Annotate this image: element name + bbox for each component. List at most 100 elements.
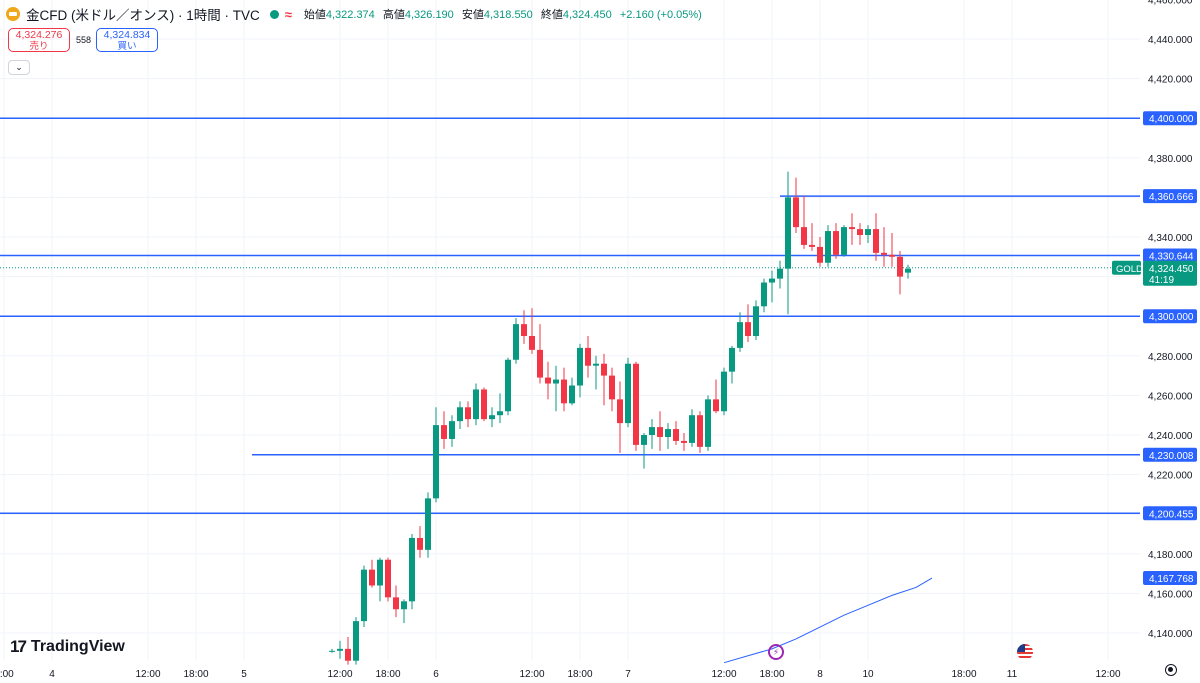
candle-body: [641, 435, 647, 445]
candle: [681, 433, 687, 451]
time-axis: 8:00 4 12:00 18:00 5 12:00 18:00 6 12:00 18:00 7 12…: [0, 669, 1121, 680]
candle-body: [673, 429, 679, 441]
time-tick-label: 12:00: [519, 669, 544, 680]
candle: [329, 648, 335, 653]
tradingview-logo[interactable]: 17 TradingView: [10, 637, 125, 657]
candle: [865, 225, 871, 243]
candle: [521, 310, 527, 344]
candle-body: [585, 347, 591, 366]
level-price-tag-text: 4,200.455: [1149, 509, 1194, 520]
candle-body: [801, 227, 807, 245]
candle: [809, 223, 815, 251]
candle: [353, 617, 359, 665]
candle-body: [665, 429, 671, 437]
candle: [385, 557, 391, 602]
candle: [737, 312, 743, 352]
level-price-tag: 4,330.644: [1143, 248, 1197, 263]
price-tick-label: 4,280.000: [1148, 352, 1193, 363]
candle-body: [409, 537, 415, 602]
candle: [465, 401, 471, 428]
chart-grid: [0, 0, 1140, 660]
level-price-tag-text: 4,300.000: [1149, 312, 1194, 323]
level-price-tag-bg: [1143, 447, 1197, 462]
candle: [849, 213, 855, 245]
level-price-tag: 4,200.455: [1143, 506, 1197, 521]
level-price-tag-bg: [1143, 309, 1197, 324]
candle-body: [817, 246, 823, 263]
candle-body: [745, 322, 751, 336]
time-tick-label: 12:00: [711, 669, 736, 680]
candle: [657, 411, 663, 451]
horizontal-levels: [0, 117, 1140, 515]
wave-icon: ≈: [284, 6, 292, 22]
ma-price-tag-text: 4,167.768: [1149, 574, 1194, 585]
price-tick-label: 4,180.000: [1148, 550, 1193, 561]
time-tick-label: 18:00: [759, 669, 784, 680]
candle: [513, 318, 519, 364]
price-tick-label: 4,220.000: [1148, 471, 1193, 482]
candle: [345, 636, 351, 665]
candle: [625, 357, 631, 428]
chart-legend: 金CFD (米ドル／オンス) · 1時間 · TVC ≈ 始値4,322.374…: [6, 4, 702, 24]
level-price-tag: 4,360.666: [1143, 189, 1197, 204]
countdown-text: 41:19: [1149, 275, 1174, 286]
level-price-tag-text: 4,330.644: [1149, 252, 1194, 263]
time-tick-label: 8: [817, 669, 823, 680]
lightning-event-icon[interactable]: ⚡: [768, 644, 784, 660]
sell-button[interactable]: 4,324.276 売り: [8, 28, 70, 52]
candle-body: [401, 601, 407, 610]
symbol-tag-bg: [1112, 260, 1141, 275]
symbol-title[interactable]: 金CFD (米ドル／オンス) · 1時間 · TVC: [26, 8, 260, 23]
candle: [857, 223, 863, 245]
time-tick-label: 18:00: [951, 669, 976, 680]
candle-body: [793, 197, 799, 228]
candle-body: [593, 363, 599, 366]
candle: [537, 324, 543, 384]
time-tick-label: 18:00: [567, 669, 592, 680]
candle: [833, 223, 839, 259]
candle-body: [441, 425, 447, 439]
price-tags: 4,400.000 4,360.666 4,330.644 4,300.000 4,23…: [1112, 111, 1197, 586]
candle-body: [337, 648, 343, 651]
current-price-tag-bg: [1143, 260, 1197, 286]
candle-body: [497, 411, 503, 416]
candle: [417, 526, 423, 558]
candle-body: [777, 268, 783, 279]
candle-body: [361, 569, 367, 622]
candle-body: [881, 252, 887, 255]
candle: [377, 557, 383, 602]
candle: [841, 225, 847, 257]
candle: [689, 409, 695, 447]
candle-body: [833, 231, 839, 255]
price-tick-label: 4,460.000: [1148, 0, 1193, 6]
candle: [753, 300, 759, 340]
candle-body: [393, 597, 399, 610]
candle: [713, 379, 719, 414]
candle-body: [609, 375, 615, 400]
candle-body: [473, 389, 479, 420]
candle-body: [697, 415, 703, 447]
candle-body: [761, 282, 767, 307]
time-tick-label: 12:00: [135, 669, 160, 680]
candle: [897, 250, 903, 295]
candle-body: [601, 363, 607, 376]
us-flag-event-icon[interactable]: [1017, 644, 1033, 660]
gold-symbol-icon: [6, 7, 20, 21]
candle-body: [457, 407, 463, 422]
candle-body: [809, 244, 815, 247]
trade-panel: 4,324.276 売り 558 4,324.834 買い: [8, 28, 158, 52]
candle: [505, 357, 511, 416]
moving-average-line: [723, 577, 933, 664]
ohlc-values: 始値4,322.374 高値4,326.190 安値4,318.550 終値4,…: [303, 9, 702, 21]
current-price-text: 4,324.450: [1149, 264, 1194, 275]
ma-price-tag: 4,167.768: [1143, 571, 1197, 586]
time-tick-label: 4: [49, 669, 55, 680]
candle: [401, 599, 407, 624]
candle: [697, 411, 703, 453]
collapse-legend-button[interactable]: ⌄: [8, 60, 30, 75]
buy-button[interactable]: 4,324.834 買い: [96, 28, 158, 52]
settings-gear-icon[interactable]: [1165, 664, 1177, 676]
candle: [729, 345, 735, 384]
candle: [569, 377, 575, 406]
